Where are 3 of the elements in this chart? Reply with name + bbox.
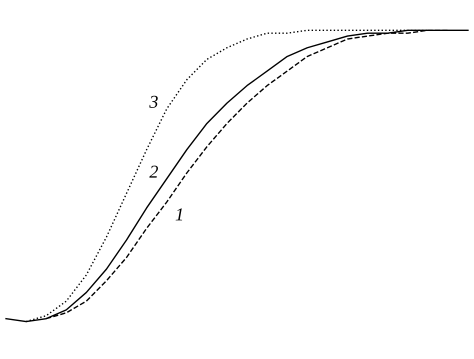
series-label: 2 bbox=[149, 166, 158, 178]
series-label: 1 bbox=[176, 208, 182, 220]
series-label: 3 bbox=[149, 96, 158, 108]
